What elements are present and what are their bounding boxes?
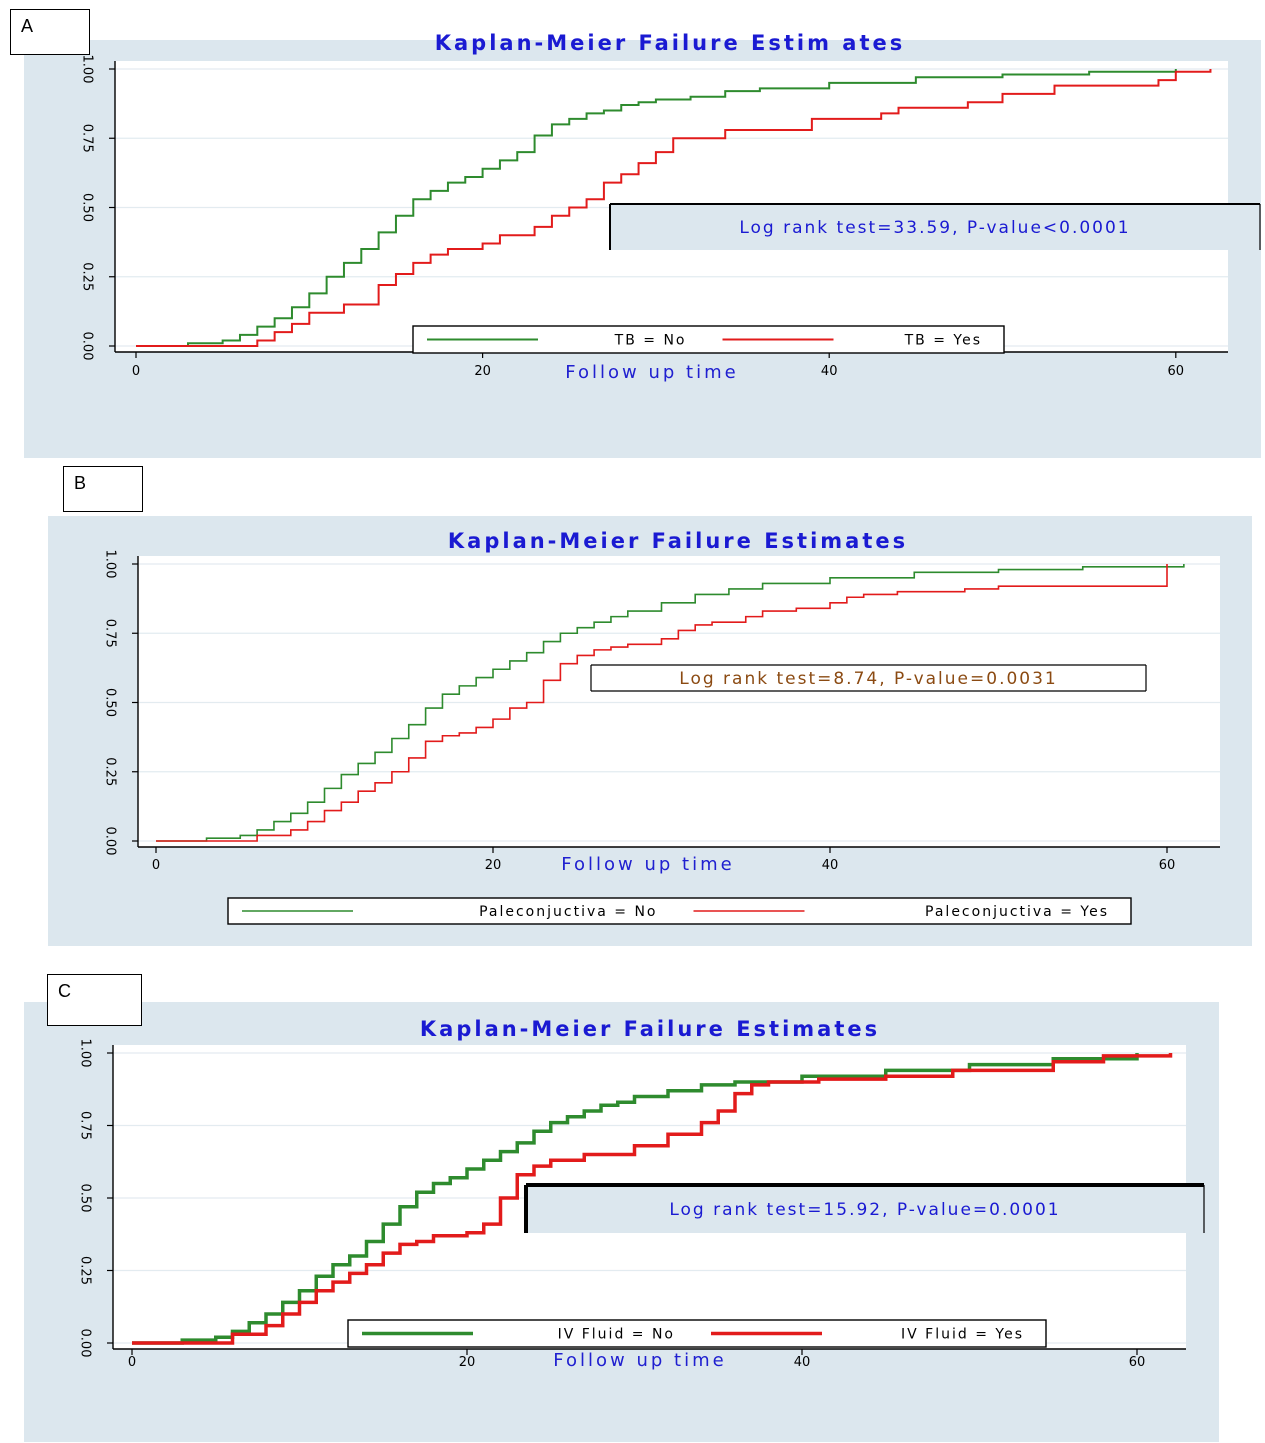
y-tick-label: 0.00	[78, 1329, 93, 1358]
y-tick-label: 0.00	[103, 827, 118, 856]
series-line-no	[156, 564, 1185, 842]
legend-box	[227, 897, 1132, 925]
chart-title: Kaplan-Meier Failure Estimates	[420, 1017, 880, 1041]
series-line-yes	[156, 564, 1168, 842]
series-line-yes	[132, 1053, 1173, 1345]
x-tick-label: 20	[485, 858, 502, 873]
panel-c-label: C	[47, 974, 142, 1026]
x-tick-label: 0	[152, 858, 160, 873]
y-tick-label: 1.00	[103, 550, 118, 579]
legend-box	[412, 325, 1005, 354]
y-tick-label: 0.50	[80, 193, 95, 222]
legend-label: TB = No	[614, 333, 687, 349]
x-tick-label: 20	[459, 1355, 476, 1370]
chart-title: Kaplan-Meier Failure Estimates	[448, 529, 908, 553]
x-tick-label: 0	[132, 364, 140, 379]
y-tick-label: 1.00	[78, 1039, 93, 1068]
annotation-box	[526, 1185, 1204, 1233]
y-tick-label: 0.50	[78, 1184, 93, 1213]
legend-label: TB = Yes	[904, 333, 982, 349]
annotation-box	[591, 665, 1146, 691]
y-tick-label: 0.25	[103, 757, 118, 786]
y-tick-label: 0.75	[78, 1111, 93, 1140]
annotation-box	[610, 204, 1260, 250]
series-line-yes	[136, 69, 1212, 347]
y-tick-label: 0.25	[78, 1256, 93, 1285]
panel-b-label: B	[63, 466, 143, 512]
chart-title: Kaplan-Meier Failure Estim ates	[435, 31, 906, 55]
x-tick-label: 40	[794, 1355, 811, 1370]
legend-label: Paleconjuctiva = Yes	[925, 904, 1109, 920]
annotation-text: Log rank test=33.59, P-value<0.0001	[739, 218, 1130, 238]
x-tick-label: 0	[128, 1355, 136, 1370]
x-tick-label: 60	[1129, 1355, 1146, 1370]
y-tick-label: 0.75	[103, 619, 118, 648]
x-axis-label: Follow up time	[561, 854, 734, 875]
chart-b: 0.00 0.25 0.50 0.75 1.00 0 20 40 60 Kaplan-Meier …	[103, 529, 1220, 925]
series-line-no	[136, 69, 1177, 347]
x-axis-label: Follow up time	[565, 362, 738, 383]
x-tick-label: 60	[1168, 364, 1185, 379]
panel-a-label: A	[10, 9, 90, 55]
y-tick-label: 1.00	[80, 55, 95, 84]
x-tick-label: 40	[821, 364, 838, 379]
legend-label: IV Fluid = No	[558, 1327, 675, 1343]
x-axis-label: Follow up time	[553, 1350, 726, 1371]
series-line-no	[132, 1053, 1139, 1345]
legend-label: Paleconjuctiva = No	[479, 904, 657, 920]
x-tick-label: 60	[1159, 858, 1176, 873]
annotation-text: Log rank test=15.92, P-value=0.0001	[669, 1200, 1060, 1220]
y-tick-label: 0.75	[80, 124, 95, 153]
x-tick-label: 20	[474, 364, 491, 379]
legend-label: IV Fluid = Yes	[901, 1327, 1024, 1343]
annotation-text: Log rank test=8.74, P-value=0.0031	[679, 669, 1057, 689]
y-tick-label: 0.50	[103, 688, 118, 717]
plot-area	[138, 556, 1220, 847]
y-tick-label: 0.25	[80, 262, 95, 291]
x-tick-label: 40	[822, 858, 839, 873]
chart-a: 0.00 0.25 0.50 0.75 1.00 0 20 40 60 Kaplan-Meier …	[80, 31, 1261, 383]
y-tick-label: 0.00	[80, 332, 95, 361]
